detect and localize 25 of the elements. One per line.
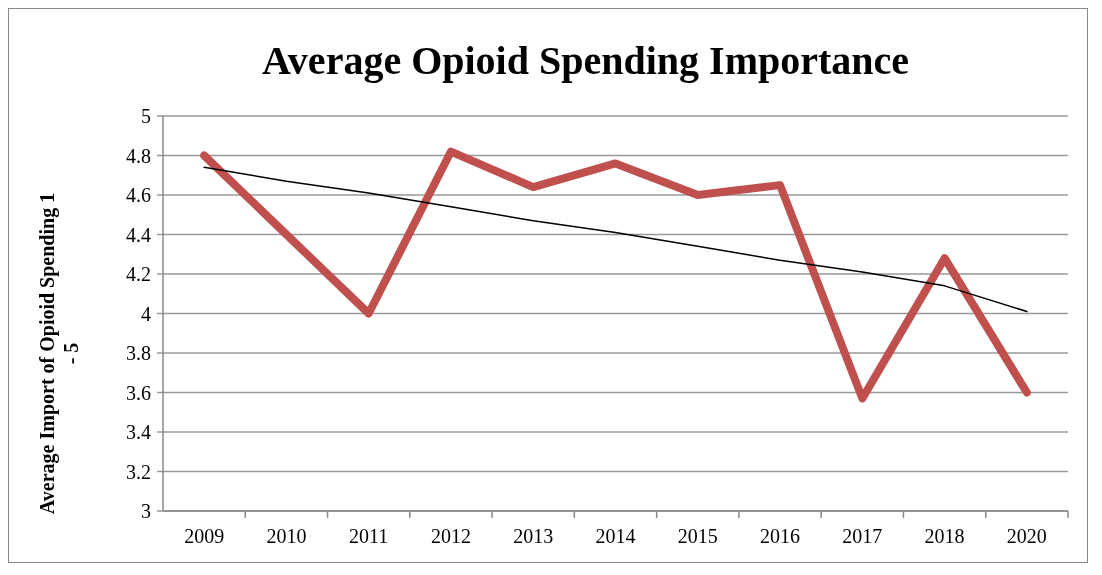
chart-title: Average Opioid Spending Importance [261,38,910,83]
x-tick-label: 2020 [1006,525,1047,547]
y-tick-label: 4 [141,302,151,325]
y-tick-label: 3.4 [126,421,151,443]
line-series [203,166,1028,313]
x-tick-label: 2009 [184,525,225,547]
x-tick-label: 2010 [266,525,307,547]
x-tick-label: 2018 [924,525,965,547]
y-tick-label: 3.6 [126,381,151,404]
y-axis-title: Average Import of Opioid Spending 1 - 5 [36,192,82,515]
x-tick-label: 2011 [349,525,389,547]
y-tick-label: 4.4 [126,223,151,246]
x-tick-label: 2014 [595,525,636,547]
y-tick-label: 3.2 [126,460,151,483]
y-tick-label: 4.6 [126,184,151,206]
x-tick-label: 2013 [513,525,554,547]
x-tick-label: 2012 [430,525,471,547]
x-tick-label: 2016 [760,525,801,547]
x-tick-label: 2015 [677,525,718,547]
y-tick-label: 3.8 [126,342,151,364]
y-tick-label: 4.8 [126,144,151,167]
y-tick-label: 3 [141,500,151,522]
x-tick-label: 2017 [842,525,883,547]
y-tick-label: 5 [141,105,151,127]
y-tick-label: 4.2 [126,263,151,285]
